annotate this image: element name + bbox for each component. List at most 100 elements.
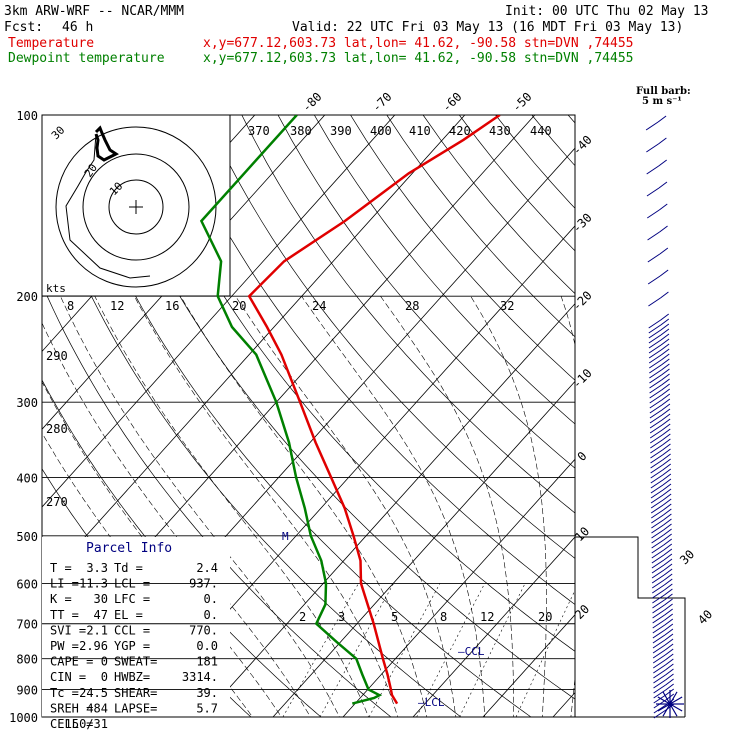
wind-barb (648, 291, 669, 307)
isotherm-label: 0 (575, 449, 590, 464)
moist-adiabat (134, 296, 399, 717)
parcel-info-cell: 0 (101, 655, 108, 669)
wind-barb (650, 498, 672, 514)
dry-adiabat (205, 115, 575, 559)
wind-barb (645, 115, 667, 131)
parcel-info-cell: 2.1 (86, 623, 108, 637)
wind-barb (648, 318, 670, 334)
wind-barb (649, 403, 671, 419)
wind-barb (652, 653, 674, 669)
parcel-info-cell: 24.5 (79, 686, 108, 700)
wind-barb (649, 378, 670, 394)
wind-barb-cluster (669, 696, 683, 705)
parcel-info-cell: 0 (101, 670, 108, 684)
wind-barb-cluster (662, 691, 671, 705)
pressure-tick-label: 1000 (9, 711, 38, 725)
mixing-ratio-labels-upper: 8 12 16 20 24 28 32 (67, 299, 514, 313)
parcel-info-cell: 0. (204, 592, 218, 606)
dry-adiabat (459, 115, 575, 252)
mixing-ratio-label: 20 (538, 610, 552, 624)
wind-barb (653, 668, 674, 684)
theta-label: 280 (46, 422, 68, 436)
parcel-info-cell: CIN = (50, 670, 86, 684)
wind-barb (650, 468, 672, 484)
model-title: 3km ARW-WRF -- NCAR/MMM (4, 4, 184, 19)
parcel-info-cell: 0.0 (196, 639, 218, 653)
wind-barb (652, 613, 674, 629)
wind-barb (651, 553, 673, 569)
theta-e-label: 410 (409, 124, 431, 138)
isotherm-label: -60 (439, 90, 464, 115)
wind-barb (650, 453, 671, 469)
wind-barb (652, 603, 673, 619)
mixing-ratio-label: 20 (232, 299, 246, 313)
parcel-info-cell: 2.4 (196, 561, 218, 575)
wind-barb (647, 247, 669, 263)
pressure-tick-label: 300 (16, 396, 38, 410)
wind-barb (650, 488, 672, 504)
hodograph-outline (65, 133, 151, 279)
isotherm-label: -50 (509, 90, 534, 115)
wind-barb (648, 328, 670, 344)
parcel-info-cell: 3314. (182, 670, 218, 684)
wind-barb (647, 225, 668, 241)
mixing-ratio-label: 28 (405, 299, 419, 313)
hodograph-inset: 10 20 30 kts (41, 114, 231, 297)
wind-barb (651, 518, 672, 534)
wind-barb (653, 678, 674, 694)
parcel-info-cell: CELL = (50, 717, 93, 731)
parcel-info-cell: SWEAT= (114, 655, 157, 669)
isotherm-label: -80 (299, 90, 324, 115)
wind-barb (651, 573, 673, 589)
dry-adiabat (350, 115, 575, 381)
theta-e-label: 400 (370, 124, 392, 138)
parcel-info-cell: 484 (86, 701, 108, 715)
parcel-info-cell: 39. (196, 686, 218, 700)
wind-barb (651, 513, 672, 529)
hodograph-trace (94, 125, 119, 162)
isotherm-line (272, 380, 575, 717)
parcel-info-cell: 3.3 (86, 561, 108, 575)
wind-barb (649, 428, 671, 444)
wind-barb (650, 483, 672, 499)
mixing-ratio-label: 2 (299, 610, 306, 624)
wind-barb (652, 643, 674, 659)
temperature-station-info: x,y=677.12,603.73 lat,lon= 41.62, -90.58… (203, 36, 633, 51)
wind-barb (649, 423, 671, 439)
isotherm-label: -10 (570, 366, 595, 391)
dry-adiabat (641, 115, 740, 730)
dry-adiabat (604, 115, 740, 730)
dry-adiabat (713, 115, 740, 730)
wind-barb (650, 433, 671, 449)
dry-adiabat (313, 115, 575, 425)
wind-barb (649, 418, 671, 434)
mixing-ratio-label: 3 (338, 610, 345, 624)
wind-barb (649, 408, 671, 424)
moist-adiabat (301, 296, 486, 717)
parcel-info-cell: LFC = (114, 592, 150, 606)
pressure-tick-label: 200 (16, 290, 38, 304)
lcl-marker: —LCL (418, 696, 445, 709)
wind-barb (652, 593, 673, 609)
parcel-info-background (42, 537, 230, 717)
forecast-label: Fcst: (4, 20, 43, 35)
theta-e-labels: 370 380 390 400 410 420 430 440 (248, 124, 552, 138)
wind-barb (646, 181, 668, 197)
hodograph-ring-20 (82, 153, 190, 261)
mixing-ratio-label: 24 (312, 299, 326, 313)
dry-adiabat (132, 115, 575, 652)
wind-barbs (575, 115, 686, 719)
mixing-ratio-line (515, 589, 575, 717)
ccl-marker: —CCL (458, 645, 485, 658)
isotherm-line (42, 115, 396, 508)
wind-barb (651, 543, 673, 559)
dry-adiabat (277, 115, 575, 469)
parcel-info-cell: 47 (94, 608, 108, 622)
isotherm-line (412, 536, 575, 717)
wind-barb (649, 393, 671, 409)
init-time: Init: 00 UTC Thu 02 May 13 (505, 4, 709, 19)
dry-adiabat (42, 175, 462, 717)
wind-barb (647, 269, 669, 285)
parcel-info-cell: EL = (114, 608, 143, 622)
